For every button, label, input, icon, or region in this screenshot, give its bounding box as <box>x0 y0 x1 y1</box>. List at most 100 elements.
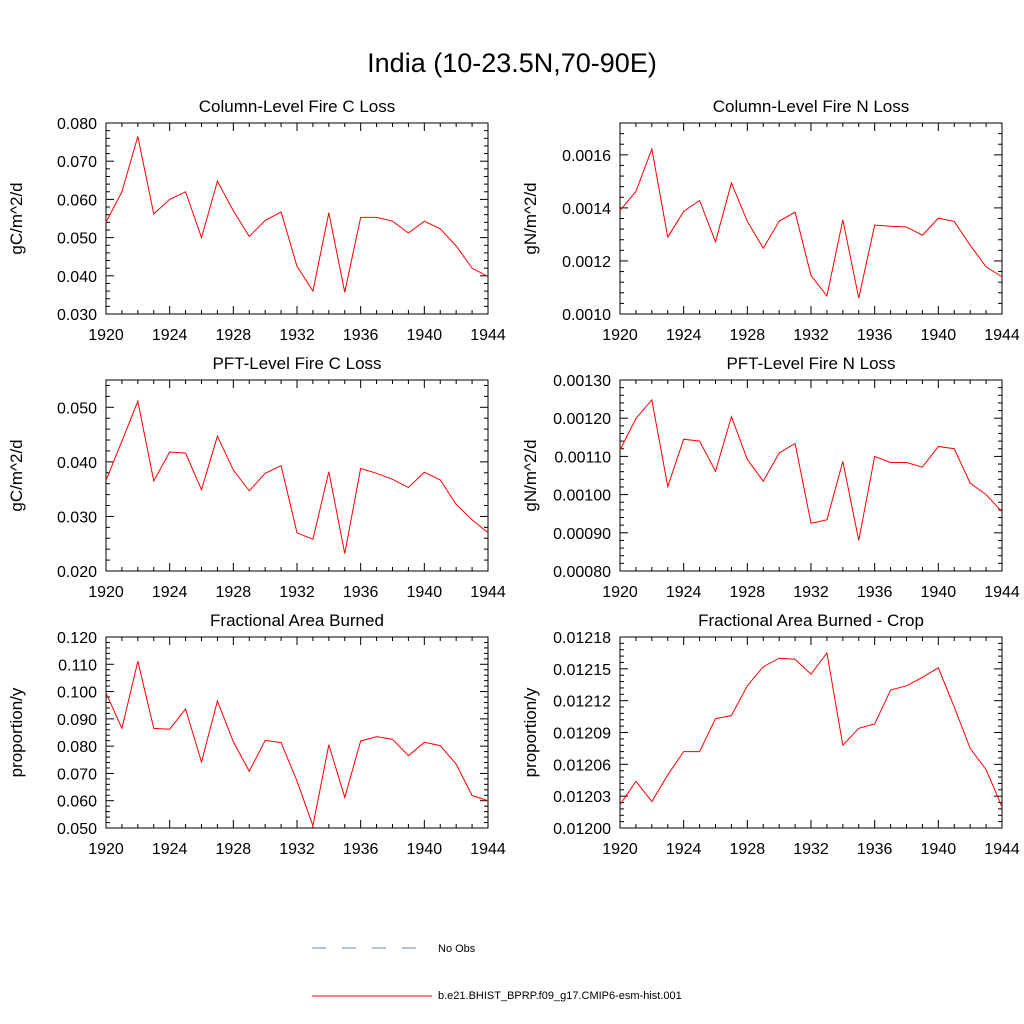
y-tick-label: 0.01212 <box>553 694 611 711</box>
y-axis-label: gN/m^2/d <box>521 182 540 254</box>
x-tick-label: 1924 <box>152 584 188 601</box>
panel-4: PFT-Level Fire N Loss 1920 1924 1928 1932 193… <box>521 354 1020 601</box>
panel-2: Column-Level Fire N Loss 1920 1924 1928 1932… <box>521 97 1020 344</box>
x-tick-label: 1924 <box>666 841 702 858</box>
x-tick-label: 1924 <box>666 584 702 601</box>
x-tick-label: 1944 <box>470 584 506 601</box>
x-tick-label: 1928 <box>216 327 252 344</box>
x-tick-label: 1936 <box>343 327 379 344</box>
panel-title: Column-Level Fire C Loss <box>199 97 396 116</box>
y-axis-label: gC/m^2/d <box>7 182 26 254</box>
x-tick-label: 1940 <box>921 841 957 858</box>
y-tick-label: 0.0016 <box>562 148 611 165</box>
y-tick-label: 0.120 <box>57 630 97 647</box>
y-tick-label: 0.01203 <box>553 789 611 806</box>
x-tick-label: 1940 <box>407 841 443 858</box>
legend-label-obs: No Obs <box>438 943 476 955</box>
plot-frame <box>619 122 1003 315</box>
x-tick-label: 1920 <box>602 584 638 601</box>
x-tick-label: 1940 <box>407 584 443 601</box>
x-tick-label: 1920 <box>602 327 638 344</box>
x-tick-label: 1932 <box>793 584 829 601</box>
y-tick-label: 0.00110 <box>554 449 611 466</box>
x-tick-label: 1920 <box>88 841 124 858</box>
plot-frame <box>105 636 489 829</box>
y-tick-label: 0.00100 <box>553 488 611 505</box>
y-tick-label: 0.050 <box>57 821 97 838</box>
y-tick-label: 0.050 <box>57 400 97 417</box>
panel-title: PFT-Level Fire C Loss <box>212 354 381 373</box>
x-tick-label: 1932 <box>793 841 829 858</box>
panel-title: Fractional Area Burned - Crop <box>698 611 924 630</box>
legend-label-model: b.e21.BHIST_BPRP.f09_g17.CMIP6-esm-hist.… <box>438 990 682 1002</box>
x-tick-label: 1920 <box>88 584 124 601</box>
y-tick-label: 0.100 <box>57 685 97 702</box>
y-tick-label: 0.110 <box>58 657 97 674</box>
x-tick-label: 1920 <box>602 841 638 858</box>
y-tick-label: 0.070 <box>57 766 97 783</box>
series-line <box>105 661 489 828</box>
x-tick-label: 1940 <box>921 327 957 344</box>
panel-3: PFT-Level Fire C Loss 1920 1924 1928 1932 193… <box>7 354 506 601</box>
y-tick-label: 0.01206 <box>553 757 611 774</box>
y-tick-label: 0.030 <box>57 509 97 526</box>
x-tick-label: 1928 <box>216 584 252 601</box>
series-line <box>619 398 1003 541</box>
x-tick-label: 1936 <box>857 841 893 858</box>
x-tick-label: 1928 <box>730 584 766 601</box>
x-tick-label: 1920 <box>88 327 124 344</box>
x-tick-label: 1944 <box>470 327 506 344</box>
x-tick-label: 1944 <box>470 841 506 858</box>
y-tick-label: 0.030 <box>57 307 97 324</box>
y-tick-label: 0.060 <box>57 192 97 209</box>
x-tick-label: 1924 <box>152 327 188 344</box>
y-tick-label: 0.040 <box>57 455 97 472</box>
page-title: India (10-23.5N,70-90E) <box>367 48 657 78</box>
x-tick-label: 1936 <box>857 327 893 344</box>
x-tick-label: 1928 <box>730 327 766 344</box>
y-tick-label: 0.01209 <box>553 726 611 743</box>
y-axis-label: gN/m^2/d <box>521 439 540 511</box>
x-tick-label: 1928 <box>216 841 252 858</box>
series-line <box>105 136 489 293</box>
panel-6: Fractional Area Burned - Crop 1920 1924 192… <box>521 611 1020 858</box>
x-tick-label: 1944 <box>984 327 1020 344</box>
y-tick-label: 0.0010 <box>562 307 611 324</box>
panel-title: PFT-Level Fire N Loss <box>726 354 895 373</box>
x-tick-label: 1924 <box>152 841 188 858</box>
y-axis-label: gC/m^2/d <box>7 439 26 511</box>
panel-title: Column-Level Fire N Loss <box>713 97 910 116</box>
series-line <box>619 147 1003 299</box>
y-tick-label: 0.020 <box>57 564 97 581</box>
x-tick-label: 1936 <box>343 584 379 601</box>
y-tick-label: 0.0012 <box>562 254 611 271</box>
x-tick-label: 1928 <box>730 841 766 858</box>
y-tick-label: 0.070 <box>57 154 97 171</box>
y-tick-label: 0.00090 <box>553 526 611 543</box>
y-axis-label: proportion/y <box>7 687 26 777</box>
x-tick-label: 1936 <box>343 841 379 858</box>
plot-frame <box>105 122 489 315</box>
y-tick-label: 0.00080 <box>553 564 611 581</box>
y-tick-label: 0.050 <box>57 231 97 248</box>
x-tick-label: 1944 <box>984 584 1020 601</box>
y-tick-label: 0.080 <box>57 116 97 133</box>
x-tick-label: 1932 <box>793 327 829 344</box>
x-tick-label: 1924 <box>666 327 702 344</box>
y-axis-label: proportion/y <box>521 687 540 777</box>
panel-title: Fractional Area Burned <box>210 611 384 630</box>
y-tick-label: 0.0014 <box>562 201 611 218</box>
x-tick-label: 1936 <box>857 584 893 601</box>
series-line <box>105 399 489 554</box>
y-tick-label: 0.01200 <box>553 821 611 838</box>
y-tick-label: 0.060 <box>57 794 97 811</box>
x-tick-label: 1944 <box>984 841 1020 858</box>
y-tick-label: 0.01215 <box>553 662 611 679</box>
y-tick-label: 0.00120 <box>553 411 611 428</box>
y-tick-label: 0.01218 <box>553 630 611 647</box>
plot-frame <box>619 636 1003 829</box>
x-tick-label: 1932 <box>279 327 315 344</box>
panel-1: Column-Level Fire C Loss 1920 1924 1928 1932… <box>7 97 506 344</box>
